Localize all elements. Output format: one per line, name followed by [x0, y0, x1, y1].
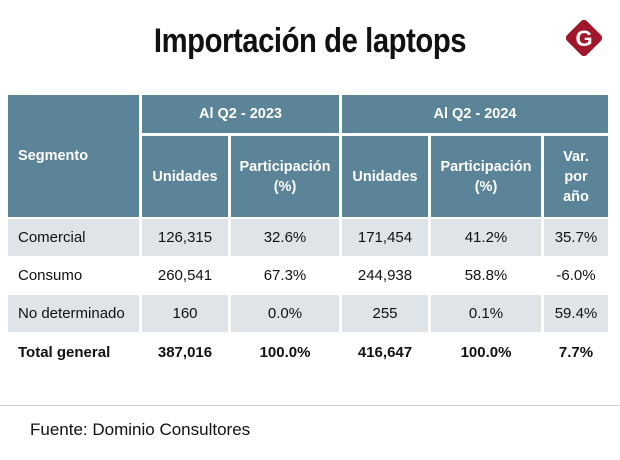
cell-var: 35.7% — [544, 219, 608, 256]
page-title: Importación de laptops — [153, 22, 467, 60]
header-segmento: Segmento — [8, 95, 139, 217]
cell-unidades-2023: 160 — [142, 295, 228, 332]
header-participacion-2024-line1: Participación — [440, 158, 532, 175]
cell-participacion-2024-total: 100.0% — [431, 333, 541, 371]
cell-participacion-2024: 58.8% — [431, 256, 541, 294]
cell-segmento-total: Total general — [8, 333, 139, 371]
footer-divider — [0, 405, 620, 406]
cell-var: 59.4% — [544, 295, 608, 332]
cell-segmento: No determinado — [8, 295, 139, 332]
logo-diamond — [565, 19, 603, 57]
logo-letter: G — [575, 26, 592, 51]
header-unidades-2024: Unidades — [342, 136, 428, 217]
cell-var: -6.0% — [544, 256, 608, 294]
cell-participacion-2024: 41.2% — [431, 219, 541, 256]
cell-participacion-2023: 67.3% — [231, 256, 339, 294]
header-unidades-2023: Unidades — [142, 136, 228, 217]
cell-participacion-2024: 0.1% — [431, 295, 541, 332]
header-var-line3: año — [563, 188, 589, 205]
header-participacion-2023-line1: Participación — [239, 158, 331, 175]
cell-segmento: Comercial — [8, 219, 139, 256]
g-diamond-logo-icon: G — [565, 19, 603, 57]
header-var-line1: Var. — [563, 148, 589, 165]
cell-unidades-2024: 171,454 — [342, 219, 428, 256]
cell-var-total: 7.7% — [544, 333, 608, 371]
source-note: Fuente: Dominio Consultores — [30, 420, 251, 439]
cell-unidades-2023: 260,541 — [142, 256, 228, 294]
cell-unidades-2023: 126,315 — [142, 219, 228, 256]
cell-participacion-2023-total: 100.0% — [231, 333, 339, 371]
cell-unidades-2024: 255 — [342, 295, 428, 332]
header-group-2024: Al Q2 - 2024 — [342, 95, 608, 133]
cell-unidades-2024: 244,938 — [342, 256, 428, 294]
header-group-2023: Al Q2 - 2023 — [142, 95, 339, 133]
cell-unidades-2024-total: 416,647 — [342, 333, 428, 371]
cell-participacion-2023: 0.0% — [231, 295, 339, 332]
header-participacion-2023-line2: (%) — [273, 178, 297, 195]
header-participacion-2024-line2: (%) — [474, 178, 498, 195]
header-participacion-2023: Participación (%) — [231, 136, 339, 217]
header-var-line2: por — [564, 168, 588, 185]
cell-unidades-2023-total: 387,016 — [142, 333, 228, 371]
cell-participacion-2023: 32.6% — [231, 219, 339, 256]
header-participacion-2024: Participación (%) — [431, 136, 541, 217]
header-var-por-ano: Var. por año — [544, 136, 608, 217]
cell-segmento: Consumo — [8, 256, 139, 294]
